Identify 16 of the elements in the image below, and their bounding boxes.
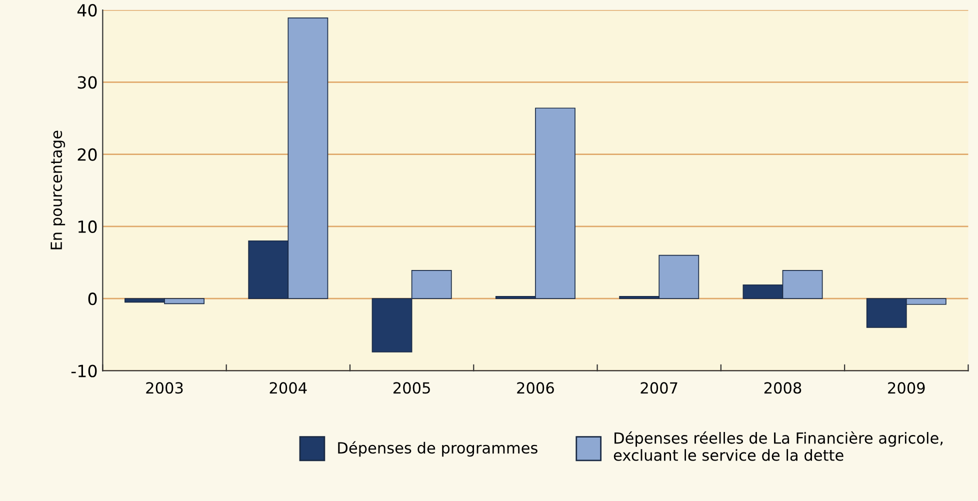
- y-axis-title: En pourcentage: [50, 130, 66, 250]
- legend-label: Dépenses réelles de La Financière agricole, excluant le service de la dette: [614, 431, 943, 461]
- y-tick-label: 20: [78, 148, 97, 161]
- legend-label: Dépenses de programmes: [338, 441, 538, 457]
- x-tick-label: 2008: [764, 382, 802, 394]
- y-tick-label: -10: [71, 364, 97, 378]
- x-tick-label: 2005: [393, 382, 430, 394]
- x-tick-label: 2007: [640, 382, 678, 394]
- x-tick-label: 2006: [517, 382, 554, 394]
- y-tick-label: 30: [78, 76, 97, 89]
- y-tick-label: 10: [78, 220, 97, 234]
- y-tick-label: 0: [88, 292, 97, 306]
- y-tick-label: 40: [77, 4, 97, 17]
- x-tick-label: 2004: [270, 382, 307, 394]
- x-tick-label: 2003: [146, 382, 183, 394]
- x-tick-label: 2009: [888, 382, 925, 394]
